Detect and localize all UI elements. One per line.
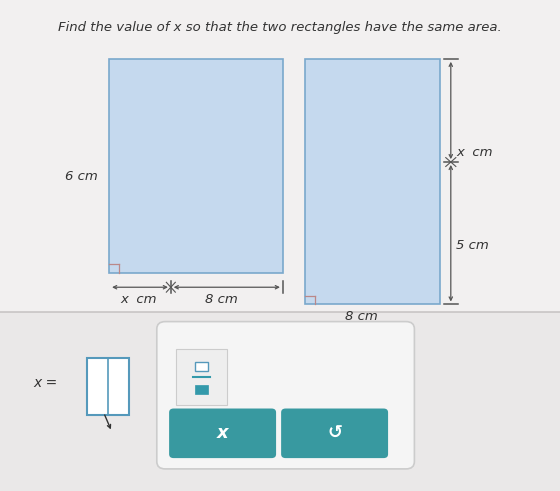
FancyBboxPatch shape [87,358,129,415]
Bar [0,312,560,491]
Bar [195,362,208,371]
Bar [0,0,560,312]
FancyBboxPatch shape [157,322,414,469]
Text: Find the value of x so that the two rectangles have the same area.: Find the value of x so that the two rect… [58,21,502,33]
Text: x  cm: x cm [456,146,493,159]
FancyBboxPatch shape [176,349,227,405]
FancyBboxPatch shape [281,409,388,458]
Text: 5 cm: 5 cm [456,239,489,252]
FancyBboxPatch shape [169,409,276,458]
Text: 8 cm: 8 cm [345,310,377,323]
Bar [109,59,283,273]
Text: 8 cm: 8 cm [205,293,237,306]
Bar [195,385,208,394]
Text: 6 cm: 6 cm [65,170,97,183]
Text: ↺: ↺ [327,424,342,442]
Text: x  cm: x cm [120,293,157,306]
Text: x =: x = [34,376,58,390]
Text: x: x [217,424,228,442]
Bar [305,59,440,304]
